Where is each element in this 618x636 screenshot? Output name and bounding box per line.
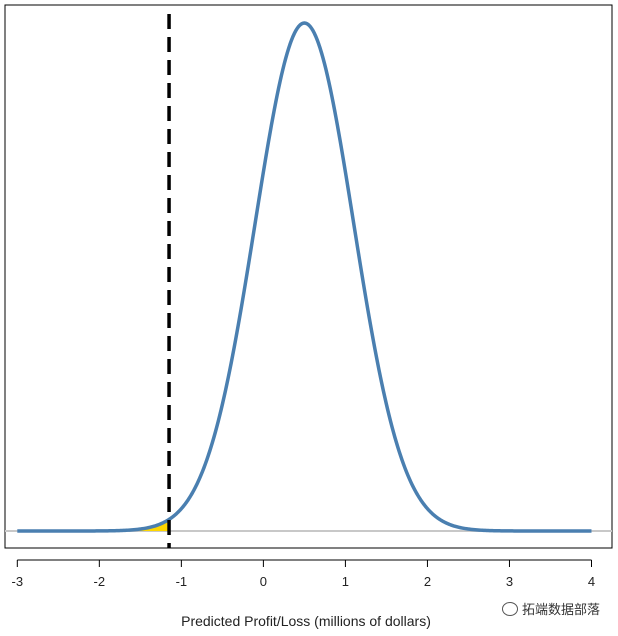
x-tick-label: -1	[176, 574, 188, 589]
x-axis-title: Predicted Profit/Loss (millions of dolla…	[181, 613, 431, 629]
shaded-tail-area	[58, 519, 170, 531]
wechat-icon	[501, 601, 518, 616]
x-tick-label: 0	[260, 574, 267, 589]
watermark: 拓端数据部落	[501, 599, 600, 618]
x-tick-label: 3	[506, 574, 513, 589]
watermark-text: 拓端数据部落	[521, 603, 600, 618]
x-tick-label: 1	[342, 574, 349, 589]
x-axis: -3 -2 -1 0 1 2 3 4	[12, 559, 595, 589]
x-tick-label: -3	[12, 574, 24, 589]
plot-frame	[4, 4, 613, 549]
density-curve	[16, 21, 592, 533]
x-tick-label: 4	[588, 574, 595, 589]
x-tick-label: 2	[424, 574, 431, 589]
x-tick-label: -2	[94, 574, 106, 589]
